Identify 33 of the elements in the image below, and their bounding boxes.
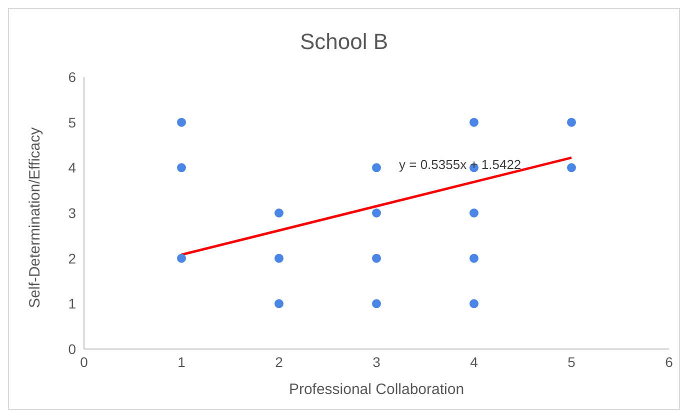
- y-tick-label: 6: [68, 68, 76, 85]
- x-tick-label: 2: [275, 354, 284, 370]
- y-tick-label: 5: [68, 114, 76, 130]
- x-tick-label: 1: [178, 354, 186, 370]
- point: [470, 299, 478, 308]
- y-axis-title: Self-Determination/Efficacy: [26, 126, 44, 308]
- y-tick-label: 3: [68, 204, 76, 221]
- point: [470, 208, 478, 218]
- point: [372, 208, 381, 218]
- x-axis-title: Professional Collaboration: [288, 381, 464, 398]
- point: [567, 163, 576, 172]
- point: [274, 254, 284, 263]
- point: [372, 299, 381, 308]
- point: [177, 254, 186, 263]
- x-tick-label: 5: [568, 354, 576, 370]
- point: [372, 254, 381, 263]
- point: [177, 163, 186, 172]
- chart-title: School B: [298, 28, 390, 56]
- y-tick-label: 0: [68, 340, 76, 357]
- point: [470, 254, 478, 263]
- x-tick-label: 4: [470, 354, 478, 370]
- point: [567, 118, 576, 127]
- x-tick-label: 3: [372, 354, 381, 370]
- x-tick-label: 0: [80, 354, 88, 370]
- y-tick-label: 1: [68, 296, 76, 312]
- y-tick-label: 2: [68, 250, 76, 266]
- point: [470, 118, 478, 127]
- x-tick-label: 6: [665, 354, 674, 370]
- point: [274, 299, 284, 308]
- y-tick-label: 4: [68, 160, 76, 176]
- point: [372, 163, 381, 172]
- point: [177, 118, 186, 127]
- point: [274, 208, 284, 218]
